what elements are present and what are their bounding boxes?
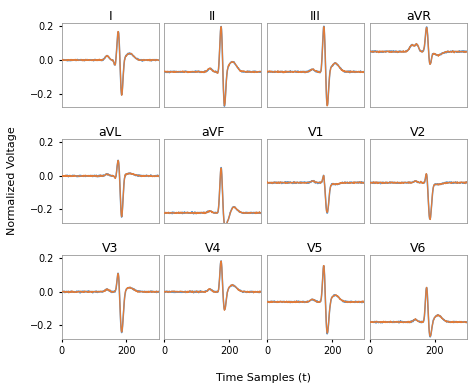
- Title: III: III: [310, 10, 321, 23]
- Text: Time Samples (t): Time Samples (t): [216, 373, 310, 383]
- Title: aVF: aVF: [201, 126, 225, 139]
- Title: V3: V3: [102, 242, 118, 255]
- Title: V2: V2: [410, 126, 427, 139]
- Title: V1: V1: [308, 126, 324, 139]
- Title: aVL: aVL: [99, 126, 122, 139]
- Title: V6: V6: [410, 242, 427, 255]
- Title: V5: V5: [308, 242, 324, 255]
- Title: II: II: [209, 10, 217, 23]
- Title: I: I: [108, 10, 112, 23]
- Text: Normalized Voltage: Normalized Voltage: [7, 127, 17, 235]
- Title: aVR: aVR: [406, 10, 431, 23]
- Title: V4: V4: [205, 242, 221, 255]
